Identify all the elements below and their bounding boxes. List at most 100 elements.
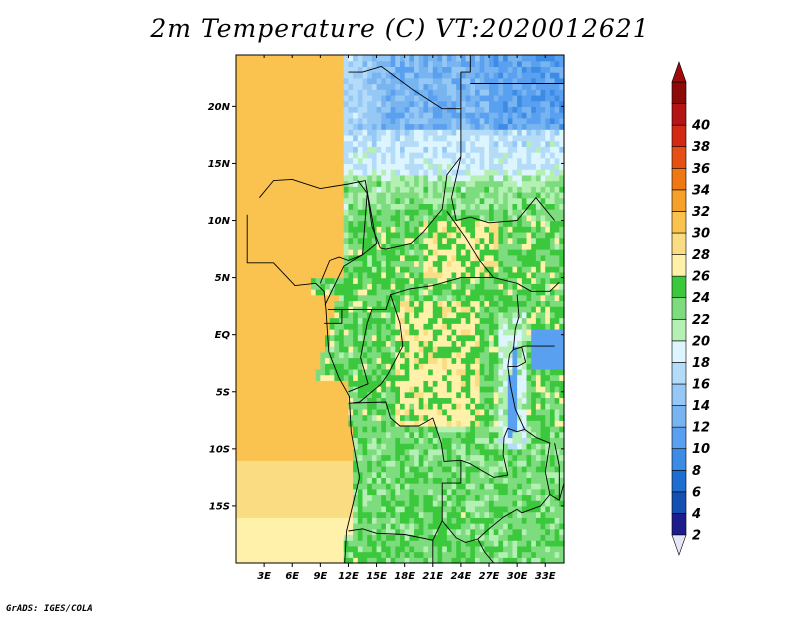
temperature-cell: [428, 123, 434, 130]
temperature-cell: [474, 243, 481, 250]
temperature-cell: [460, 83, 467, 90]
temperature-cell: [268, 346, 275, 353]
temperature-cell: [390, 180, 396, 187]
temperature-cell: [292, 551, 298, 558]
temperature-cell: [325, 112, 331, 119]
temperature-cell: [437, 391, 443, 399]
temperature-cell: [296, 271, 303, 279]
temperature-cell: [489, 260, 495, 267]
temperature-cell: [353, 471, 359, 478]
temperature-cell: [418, 408, 425, 416]
temperature-cell: [432, 294, 439, 302]
temperature-cell: [376, 237, 382, 244]
temperature-cell: [470, 443, 476, 450]
temperature-cell: [334, 191, 340, 199]
temperature-cell: [409, 551, 415, 558]
temperature-cell: [395, 357, 401, 364]
temperature-cell: [470, 237, 476, 244]
temperature-cell: [470, 112, 476, 119]
temperature-cell: [414, 157, 420, 165]
temperature-cell: [325, 357, 331, 364]
temperature-cell: [250, 357, 256, 364]
temperature-cell: [428, 523, 434, 530]
temperature-cell: [376, 129, 382, 136]
temperature-cell: [292, 203, 298, 210]
temperature-cell: [428, 203, 434, 210]
temperature-cell: [493, 346, 499, 353]
temperature-cell: [376, 483, 382, 490]
temperature-cell: [357, 317, 364, 324]
temperature-cell: [484, 106, 490, 113]
temperature-cell: [446, 117, 453, 125]
temperature-cell: [390, 517, 396, 524]
temperature-cell: [278, 323, 284, 330]
temperature-cell: [404, 271, 410, 279]
temperature-cell: [390, 157, 396, 165]
temperature-cell: [493, 100, 499, 107]
temperature-cell: [423, 391, 429, 399]
temperature-cell: [404, 391, 410, 399]
temperature-cell: [465, 340, 471, 347]
temperature-cell: [278, 460, 284, 467]
temperature-cell: [479, 488, 485, 496]
temperature-cell: [292, 289, 298, 296]
temperature-cell: [395, 545, 401, 553]
temperature-cell: [306, 169, 312, 176]
temperature-cell: [259, 414, 265, 421]
temperature-cell: [371, 300, 378, 307]
temperature-cell: [278, 117, 284, 125]
temperature-cell: [250, 55, 256, 62]
temperature-cell: [437, 243, 443, 250]
temperature-cell: [474, 420, 481, 427]
temperature-cell: [325, 117, 331, 125]
temperature-cell: [362, 271, 368, 279]
temperature-cell: [465, 197, 471, 205]
temperature-cell: [474, 511, 481, 518]
temperature-cell: [268, 368, 275, 376]
temperature-cell: [381, 334, 387, 341]
temperature-cell: [414, 408, 420, 416]
temperature-cell: [362, 117, 368, 125]
temperature-cell: [442, 340, 448, 347]
temperature-cell: [451, 260, 457, 267]
temperature-cell: [400, 123, 406, 130]
temperature-cell: [414, 146, 420, 153]
temperature-cell: [353, 300, 359, 307]
temperature-cell: [273, 420, 279, 427]
temperature-cell: [423, 380, 429, 387]
temperature-cell: [428, 209, 434, 216]
temperature-cell: [254, 191, 261, 199]
temperature-cell: [268, 94, 275, 102]
temperature-cell: [404, 89, 410, 96]
temperature-cell: [442, 243, 448, 250]
temperature-cell: [334, 483, 340, 490]
temperature-cell: [442, 431, 448, 439]
temperature-cell: [437, 214, 443, 222]
temperature-cell: [395, 346, 401, 353]
temperature-cell: [357, 334, 364, 341]
temperature-cell: [287, 203, 293, 210]
temperature-cell: [432, 460, 439, 467]
temperature-cell: [325, 437, 331, 444]
temperature-cell: [456, 346, 462, 353]
temperature-cell: [259, 77, 265, 85]
temperature-cell: [437, 100, 443, 107]
temperature-cell: [240, 540, 246, 547]
temperature-cell: [489, 94, 495, 102]
temperature-cell: [414, 420, 420, 427]
temperature-cell: [381, 391, 387, 399]
temperature-cell: [395, 511, 401, 518]
temperature-cell: [376, 494, 382, 501]
temperature-cell: [400, 77, 406, 85]
temperature-cell: [296, 72, 303, 79]
temperature-cell: [320, 363, 326, 370]
temperature-cell: [292, 500, 298, 507]
temperature-cell: [437, 226, 443, 233]
temperature-cell: [362, 454, 368, 461]
temperature-cell: [428, 129, 434, 136]
temperature-cell: [343, 494, 350, 501]
temperature-cell: [268, 237, 275, 244]
temperature-cell: [474, 471, 481, 478]
temperature-cell: [474, 431, 481, 439]
temperature-cell: [315, 94, 321, 102]
